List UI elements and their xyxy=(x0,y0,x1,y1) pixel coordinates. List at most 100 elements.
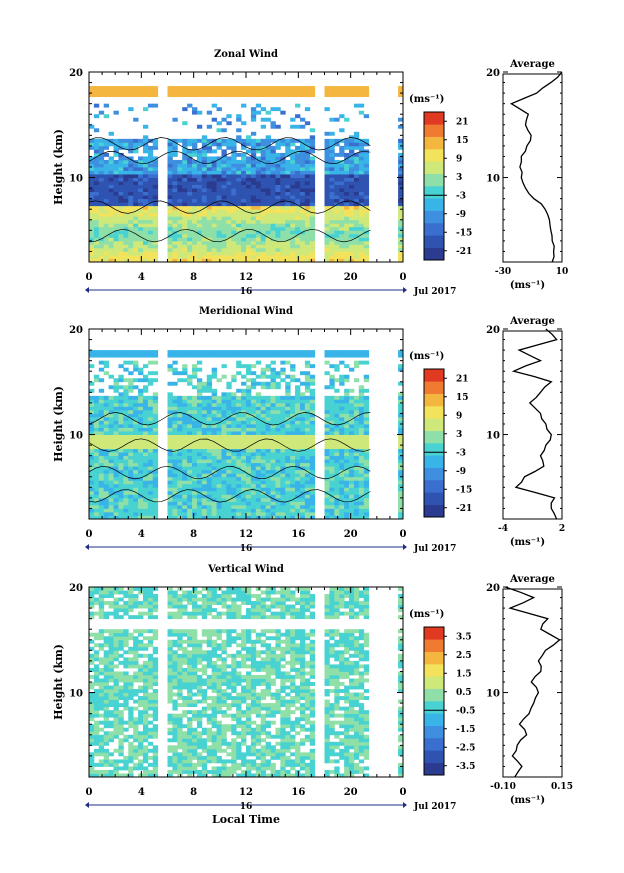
heatmap-cell xyxy=(299,462,306,467)
heatmap-cell xyxy=(182,501,188,506)
heatmap-cell xyxy=(260,353,267,358)
heatmap-cell xyxy=(280,86,286,90)
heatmap-cell xyxy=(226,138,232,143)
heatmap-cell xyxy=(275,399,281,404)
heatmap-cell xyxy=(108,240,114,245)
heatmap-cell xyxy=(192,159,198,164)
heatmap-cell xyxy=(398,191,404,196)
heatmap-cell xyxy=(236,427,242,432)
heatmap-cell xyxy=(108,420,114,425)
heatmap-cell xyxy=(275,466,281,471)
heatmap-cell xyxy=(128,416,134,421)
heatmap-cell xyxy=(255,511,262,516)
heatmap-cell xyxy=(138,483,144,488)
heatmap-cell xyxy=(344,473,350,478)
heatmap-cell xyxy=(201,237,208,242)
heatmap-cell xyxy=(113,388,119,393)
heatmap-cell xyxy=(192,202,198,207)
heatmap-cell xyxy=(265,409,271,414)
heatmap-cell xyxy=(118,378,124,383)
heatmap-cell xyxy=(192,195,198,200)
heatmap-cell xyxy=(334,212,340,217)
heatmap-cell xyxy=(123,167,129,171)
heatmap-cell xyxy=(147,174,154,178)
heatmap-cell xyxy=(182,353,188,358)
heatmap-cell xyxy=(398,473,404,478)
heatmap-cell xyxy=(118,497,124,502)
heatmap-cell xyxy=(103,371,110,376)
heatmap-cell xyxy=(103,244,110,249)
heatmap-cell xyxy=(241,152,247,157)
heatmap-cell xyxy=(108,416,114,421)
heatmap-cell xyxy=(260,233,267,238)
heatmap-cell xyxy=(206,385,213,390)
heatmap-cell xyxy=(187,198,193,203)
heatmap-cell xyxy=(108,244,114,249)
heatmap-cell xyxy=(309,452,316,457)
heatmap-cell xyxy=(98,692,105,697)
heatmap-cell xyxy=(339,86,345,90)
heatmap-cell xyxy=(241,427,247,432)
heatmap-cell xyxy=(177,416,183,421)
heatmap-cell xyxy=(280,110,286,115)
heatmap-cell xyxy=(187,448,193,453)
heatmap-cell xyxy=(353,473,360,478)
heatmap-cell xyxy=(89,402,95,407)
heatmap-cell xyxy=(270,353,276,358)
heatmap-cell xyxy=(290,195,296,200)
heatmap-cell xyxy=(108,191,114,196)
heatmap-cell xyxy=(103,734,110,739)
heatmap-cell xyxy=(255,399,262,404)
heatmap-cell xyxy=(177,89,183,94)
heatmap-cell xyxy=(398,431,404,435)
heatmap-cell xyxy=(138,497,144,502)
heatmap-cell xyxy=(142,494,149,499)
heatmap-cell xyxy=(324,156,330,161)
heatmap-cell xyxy=(128,244,134,249)
heatmap-cell xyxy=(270,378,276,383)
heatmap-cell xyxy=(98,720,105,725)
heatmap-cell xyxy=(270,145,276,150)
heatmap-cell xyxy=(177,406,183,411)
heatmap-cell xyxy=(324,188,330,193)
heatmap-cell xyxy=(398,487,404,492)
heatmap-cell xyxy=(299,142,306,147)
heatmap-cell xyxy=(103,636,110,641)
heatmap-cell xyxy=(103,459,110,464)
heatmap-cell xyxy=(98,240,105,245)
colorbar-frame xyxy=(423,368,445,518)
heatmap-cell xyxy=(123,237,129,242)
heatmap-cell xyxy=(113,424,119,428)
heatmap-cell xyxy=(344,395,350,400)
heatmap-cell xyxy=(339,374,345,379)
heatmap-cell xyxy=(329,409,335,414)
heatmap-cell xyxy=(206,434,213,439)
heatmap-cell xyxy=(260,156,267,161)
heatmap-cell xyxy=(231,89,237,94)
heatmap-cell xyxy=(398,209,404,214)
heatmap-cell xyxy=(167,167,173,171)
heatmap-cell xyxy=(221,402,227,407)
heatmap-cell xyxy=(290,174,296,178)
heatmap-cell xyxy=(398,254,404,259)
heatmap-cell xyxy=(353,353,360,358)
heatmap-cell xyxy=(187,427,193,432)
heatmap-cell xyxy=(299,434,306,439)
heatmap-cell xyxy=(295,247,301,252)
heatmap-cell xyxy=(324,138,330,143)
heatmap-cell xyxy=(265,480,271,485)
heatmap-cell xyxy=(113,632,119,637)
heatmap-cell xyxy=(260,216,267,221)
heatmap-cell xyxy=(299,508,306,513)
heatmap-cell xyxy=(358,181,365,185)
heatmap-cell xyxy=(250,195,257,200)
heatmap-cell xyxy=(187,501,193,506)
heatmap-cell xyxy=(398,124,404,129)
heatmap-cell xyxy=(196,511,203,516)
heatmap-cell xyxy=(98,459,105,464)
heatmap-cell xyxy=(93,378,100,383)
heatmap-cell xyxy=(187,399,193,404)
heatmap-cell xyxy=(236,251,242,256)
heatmap-cell xyxy=(216,223,222,228)
heatmap-cell xyxy=(138,402,144,407)
